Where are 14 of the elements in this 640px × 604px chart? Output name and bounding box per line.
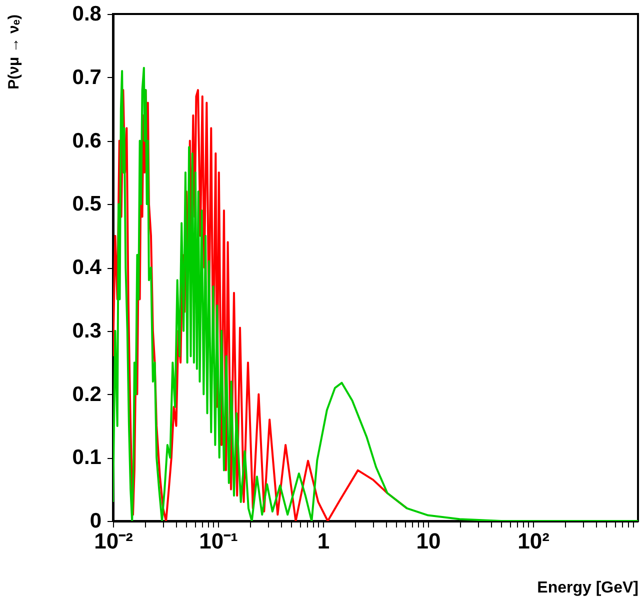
y-tick-label: 0.8 bbox=[72, 2, 102, 26]
y-tick-label: 0.3 bbox=[72, 319, 102, 342]
y-tick-label: 0.2 bbox=[72, 382, 102, 406]
y-tick-label: 0.6 bbox=[72, 129, 102, 152]
x-tick-label: 1 bbox=[317, 528, 330, 554]
y-tick-label: 0.4 bbox=[72, 256, 102, 279]
x-tick-label: 10⁻¹ bbox=[199, 528, 238, 554]
y-tick-label: 0.5 bbox=[72, 192, 102, 216]
y-tick-label: 0.7 bbox=[72, 66, 102, 89]
x-tick-label: 10² bbox=[518, 528, 550, 554]
y-axis-title: P(νμ → νₑ) bbox=[6, 14, 22, 90]
x-axis-title: Energy [GeV] bbox=[537, 580, 638, 596]
x-tick-label: 10 bbox=[416, 528, 441, 554]
y-tick-label: 0.1 bbox=[72, 446, 102, 470]
